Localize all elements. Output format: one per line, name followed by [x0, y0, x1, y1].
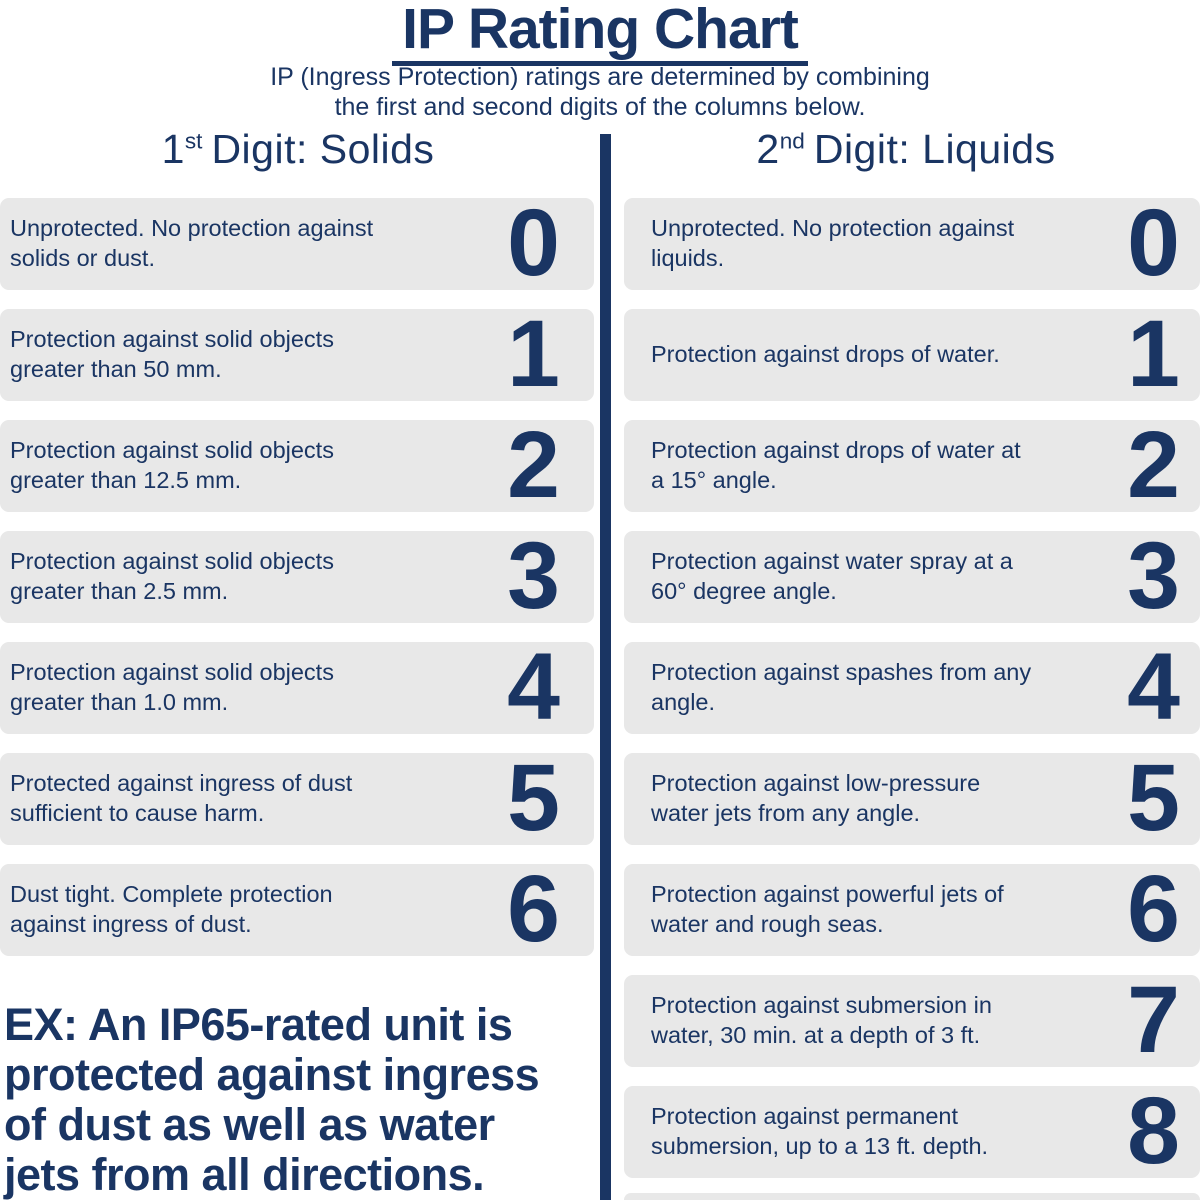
solids-column-heading: 1st Digit: Solids	[0, 126, 596, 173]
rating-row: Protection against solid objects greater…	[0, 523, 594, 630]
rating-digit: 5	[507, 745, 560, 852]
rating-description: Protection against low-pressure water je…	[651, 770, 981, 826]
rating-row: Protection against solid objects greater…	[0, 634, 594, 741]
rating-digit: 7	[1127, 967, 1180, 1074]
rating-digit: 2	[1127, 412, 1180, 519]
rating-description: Protection against spashes from any angl…	[651, 659, 1032, 715]
rating-digit: 4	[507, 634, 560, 741]
rating-digit: 5	[1127, 745, 1180, 852]
rating-row: Protection against spashes from any angl…	[624, 634, 1200, 741]
rating-description: Protection against solid objects greater…	[10, 659, 334, 715]
column-divider	[600, 134, 611, 1200]
rating-digit: 3	[1127, 523, 1180, 630]
rating-description: Protection against permanent submersion,…	[651, 1103, 989, 1159]
rating-row: Dust tight. Complete protection against …	[0, 856, 594, 963]
rating-description: Unprotected. No protection against solid…	[10, 215, 374, 271]
rating-row: Protection against low-pressure water je…	[624, 745, 1200, 852]
rating-row: Protection against water spray at a 60° …	[624, 523, 1200, 630]
rating-description: Protection against water spray at a 60° …	[651, 548, 1013, 604]
liquids-column-heading: 2nd Digit: Liquids	[612, 126, 1200, 173]
page-subtitle: IP (Ingress Protection) ratings are dete…	[270, 63, 930, 121]
rating-row: Unprotected. No protection against solid…	[0, 190, 594, 297]
rating-description: Protection against solid objects greater…	[10, 326, 334, 382]
rating-row: Unprotected. No protection against liqui…	[624, 190, 1200, 297]
solids-rows: Unprotected. No protection against solid…	[0, 190, 594, 963]
rating-digit: 6	[1127, 856, 1180, 963]
rating-row: Protection against permanent submersion,…	[624, 1078, 1200, 1185]
rating-digit: 8	[1127, 1078, 1180, 1185]
rating-description: Unprotected. No protection against liqui…	[651, 215, 1015, 271]
heading-label: Digit: Solids	[211, 126, 435, 172]
rating-digit: 6	[507, 856, 560, 963]
page-title: IP Rating Chart	[392, 0, 808, 66]
rating-row: Protection against submersion in water, …	[624, 967, 1200, 1074]
rating-description: Protection against solid objects greater…	[10, 548, 334, 604]
rating-digit: 1	[1127, 301, 1180, 408]
heading-number: 1	[161, 126, 185, 172]
heading-label: Digit: Liquids	[813, 126, 1056, 172]
rating-row: Protection against solid objects greater…	[0, 301, 594, 408]
rating-row: Protected against ingress of dust suffic…	[0, 745, 594, 852]
rating-digit: 2	[507, 412, 560, 519]
heading-ordinal-suffix: nd	[779, 128, 805, 154]
rating-row: Protection against solid objects greater…	[0, 412, 594, 519]
rating-description: Protection against solid objects greater…	[10, 437, 334, 493]
heading-ordinal-suffix: st	[184, 128, 203, 154]
rating-row: Protection against drops of water. 1	[624, 301, 1200, 408]
cut-off-row	[624, 1193, 1200, 1200]
rating-digit: 0	[1127, 190, 1180, 297]
liquids-rows: Unprotected. No protection against liqui…	[624, 190, 1200, 1185]
page-title-wrap: IP Rating Chart	[0, 0, 1200, 66]
example-note: EX: An IP65-rated unit is protected agai…	[4, 999, 540, 1200]
rating-digit: 4	[1127, 634, 1180, 741]
rating-row: Protection against powerful jets of wate…	[624, 856, 1200, 963]
heading-number: 2	[756, 126, 780, 172]
rating-description: Protection against submersion in water, …	[651, 992, 992, 1048]
rating-description: Protected against ingress of dust suffic…	[10, 770, 353, 826]
rating-digit: 0	[507, 190, 560, 297]
rating-description: Dust tight. Complete protection against …	[10, 881, 333, 937]
rating-row: Protection against drops of water at a 1…	[624, 412, 1200, 519]
rating-digit: 3	[507, 523, 560, 630]
rating-description: Protection against powerful jets of wate…	[651, 881, 1004, 937]
rating-digit: 1	[507, 301, 560, 408]
rating-description: Protection against drops of water at a 1…	[651, 437, 1021, 493]
rating-description: Protection against drops of water.	[651, 341, 1000, 368]
